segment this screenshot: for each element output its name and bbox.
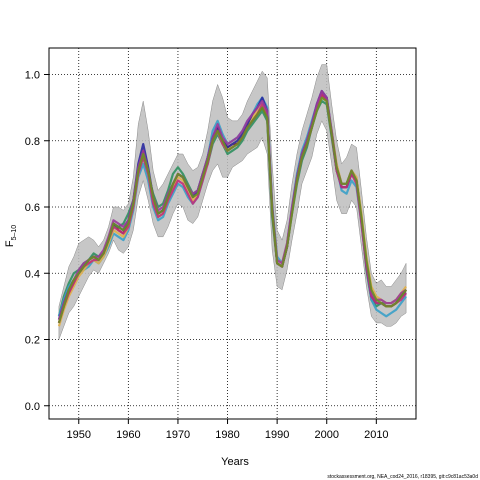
y-tick-label: 0.4 — [25, 268, 40, 280]
x-tick-label: 1980 — [215, 429, 239, 441]
x-tick-label: 1960 — [116, 429, 140, 441]
y-axis-title-main: F — [4, 240, 16, 247]
x-tick-label: 1970 — [166, 429, 190, 441]
footnote: stockassessment.org, NEA_cod24_2016, r18… — [327, 474, 478, 480]
y-tick-label: 1.0 — [25, 70, 40, 82]
series-line-8 — [57, 96, 407, 324]
confidence-band-layer — [58, 64, 407, 340]
plot-frame — [48, 47, 417, 420]
x-tick-label: 1990 — [265, 429, 289, 441]
y-tick-label: 0.6 — [25, 202, 40, 214]
x-tick-label: 1950 — [67, 429, 91, 441]
y-axis-title-group: F5–10 — [4, 225, 18, 247]
y-axis-title-subscript: 5–10 — [11, 225, 18, 241]
series-lines — [57, 89, 407, 327]
y-tick-label: 0.2 — [25, 335, 40, 347]
y-tick-label: 0.0 — [25, 401, 40, 413]
y-axis-title: F5–10 — [4, 225, 18, 247]
x-axis: 1950 1960 1970 1980 1990 2000 2010 — [67, 419, 389, 441]
y-tick-label: 0.8 — [25, 136, 40, 148]
y-axis: 0.0 0.2 0.4 0.6 0.8 1.0 — [25, 70, 49, 413]
x-axis-title: Years — [221, 456, 249, 468]
x-tick-label: 2000 — [314, 429, 338, 441]
confidence-band — [58, 64, 407, 340]
x-tick-label: 2010 — [364, 429, 388, 441]
